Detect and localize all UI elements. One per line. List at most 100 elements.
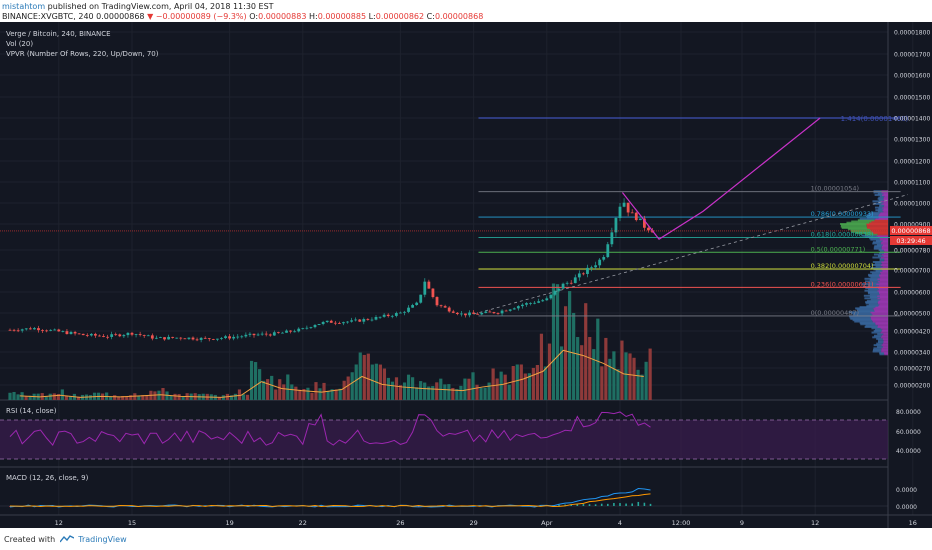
- volume-bar: [596, 318, 600, 400]
- candle-body: [110, 334, 114, 337]
- rsi-tick-label: 40.0000: [896, 448, 921, 455]
- price-tick-label: 0.00000270: [894, 366, 930, 373]
- high-value: 0.00000885: [317, 12, 367, 21]
- volume-bar: [88, 395, 93, 400]
- volume-bar: [109, 396, 113, 400]
- volume-bar: [173, 393, 177, 400]
- volume-bar: [640, 374, 644, 400]
- vpvr-up-bar: [873, 348, 882, 351]
- vpvr-up-bar: [872, 350, 882, 353]
- volume-bar: [632, 357, 636, 400]
- candle-body: [492, 312, 496, 314]
- volume-bar: [531, 367, 535, 400]
- time-tick-label: 22: [299, 519, 307, 527]
- candle-body: [512, 308, 516, 310]
- candle-body: [403, 311, 406, 313]
- candle-body: [643, 218, 646, 228]
- volume-bar: [431, 386, 435, 400]
- candle-body: [130, 332, 134, 335]
- open-label: O:: [249, 12, 259, 21]
- price-change: −0.00000089 (−9.3%): [155, 12, 247, 21]
- volume-bar: [519, 364, 523, 400]
- candle-body: [85, 335, 89, 336]
- time-tick-label: Apr: [541, 519, 553, 527]
- candle-body: [447, 307, 451, 312]
- vpvr-up-bar: [872, 261, 882, 263]
- candle-body: [521, 304, 524, 307]
- vpvr-down-bar: [881, 247, 888, 250]
- time-tick-label: 15: [128, 519, 136, 527]
- vpvr-down-bar: [881, 245, 888, 248]
- vpvr-up-bar: [877, 210, 884, 213]
- volume-bar: [237, 389, 242, 400]
- vpvr-down-bar: [882, 265, 888, 268]
- vpvr-up-bar: [865, 324, 878, 327]
- author-link[interactable]: mistahtom: [2, 2, 46, 11]
- volume-bar: [507, 384, 511, 400]
- vpvr-up-bar: [870, 211, 881, 214]
- volume-bar: [443, 384, 447, 400]
- low-value: 0.00000862: [375, 12, 425, 21]
- volume-bar: [515, 364, 519, 400]
- vpvr-up-bar: [877, 255, 884, 257]
- vpvr-down-bar: [881, 246, 888, 249]
- macd-hist-bar: [594, 504, 597, 506]
- vpvr-up-bar: [852, 319, 873, 322]
- candle-body: [460, 313, 463, 315]
- vpvr-down-bar: [880, 267, 888, 269]
- vpvr-down-bar: [882, 337, 888, 340]
- rsi-band: [0, 420, 888, 459]
- candle-body: [321, 322, 325, 325]
- close-value: 0.00000868: [434, 12, 484, 21]
- candle-body: [260, 333, 264, 335]
- chart-canvas[interactable]: 1(0.00001054) 0.786(0.00000933) 0.618(0.00…: [0, 22, 932, 528]
- vpvr-down-bar: [883, 210, 888, 213]
- vpvr-down-bar: [878, 304, 888, 307]
- vpvr-down-bar: [879, 212, 888, 215]
- macd-hist-bar: [637, 501, 640, 506]
- vpvr-down-bar: [867, 226, 888, 229]
- fib-level-label: 0.786(0.00000933): [811, 210, 874, 218]
- vpvr-up-bar: [873, 246, 882, 249]
- vpvr-down-bar: [879, 296, 888, 299]
- volume-bar: [24, 396, 28, 400]
- candle-body: [630, 212, 634, 214]
- candle-body: [167, 336, 170, 340]
- volume-bar: [608, 358, 612, 400]
- candle-body: [118, 334, 122, 337]
- candle-body: [647, 227, 650, 231]
- volume-bar: [572, 312, 576, 400]
- vpvr-up-bar: [873, 202, 882, 205]
- candle-body: [155, 337, 158, 339]
- price-tick-label: 0.00001400: [894, 116, 930, 123]
- candle-body: [126, 332, 130, 336]
- vpvr-up-bar: [855, 307, 874, 310]
- candle-body: [61, 331, 65, 333]
- vpvr-up-bar: [859, 217, 876, 220]
- vpvr-down-bar: [877, 233, 888, 236]
- macd-hist-bar: [649, 503, 652, 506]
- volume-bar: [551, 283, 556, 400]
- vpvr-up-bar: [873, 347, 882, 350]
- volume-bar: [535, 364, 540, 400]
- candle-body: [561, 283, 565, 289]
- volume-bar: [274, 389, 278, 400]
- vpvr-down-bar: [881, 348, 888, 351]
- volume-bar: [318, 388, 322, 400]
- vpvr-up-bar: [873, 344, 882, 347]
- tradingview-link[interactable]: TradingView: [78, 535, 127, 544]
- projection-path[interactable]: [621, 117, 821, 240]
- vpvr-up-bar: [870, 267, 881, 269]
- candle-body: [602, 257, 606, 260]
- fibonacci-retracement[interactable]: 1(0.00001054) 0.786(0.00000933) 0.618(0.00…: [478, 185, 901, 317]
- volume-bar: [302, 388, 306, 400]
- candle-body: [622, 202, 626, 207]
- volume-bar: [435, 382, 439, 400]
- macd-hist-bar: [314, 506, 316, 507]
- candle-body: [301, 328, 305, 330]
- price-tick-label: 0.00001200: [894, 159, 930, 166]
- price-axis[interactable]: 0.00001800 0.00001700 0.00001600 0.00001500…: [894, 30, 930, 390]
- vpvr-up-bar: [851, 312, 872, 315]
- vpvr-down-bar: [869, 221, 888, 224]
